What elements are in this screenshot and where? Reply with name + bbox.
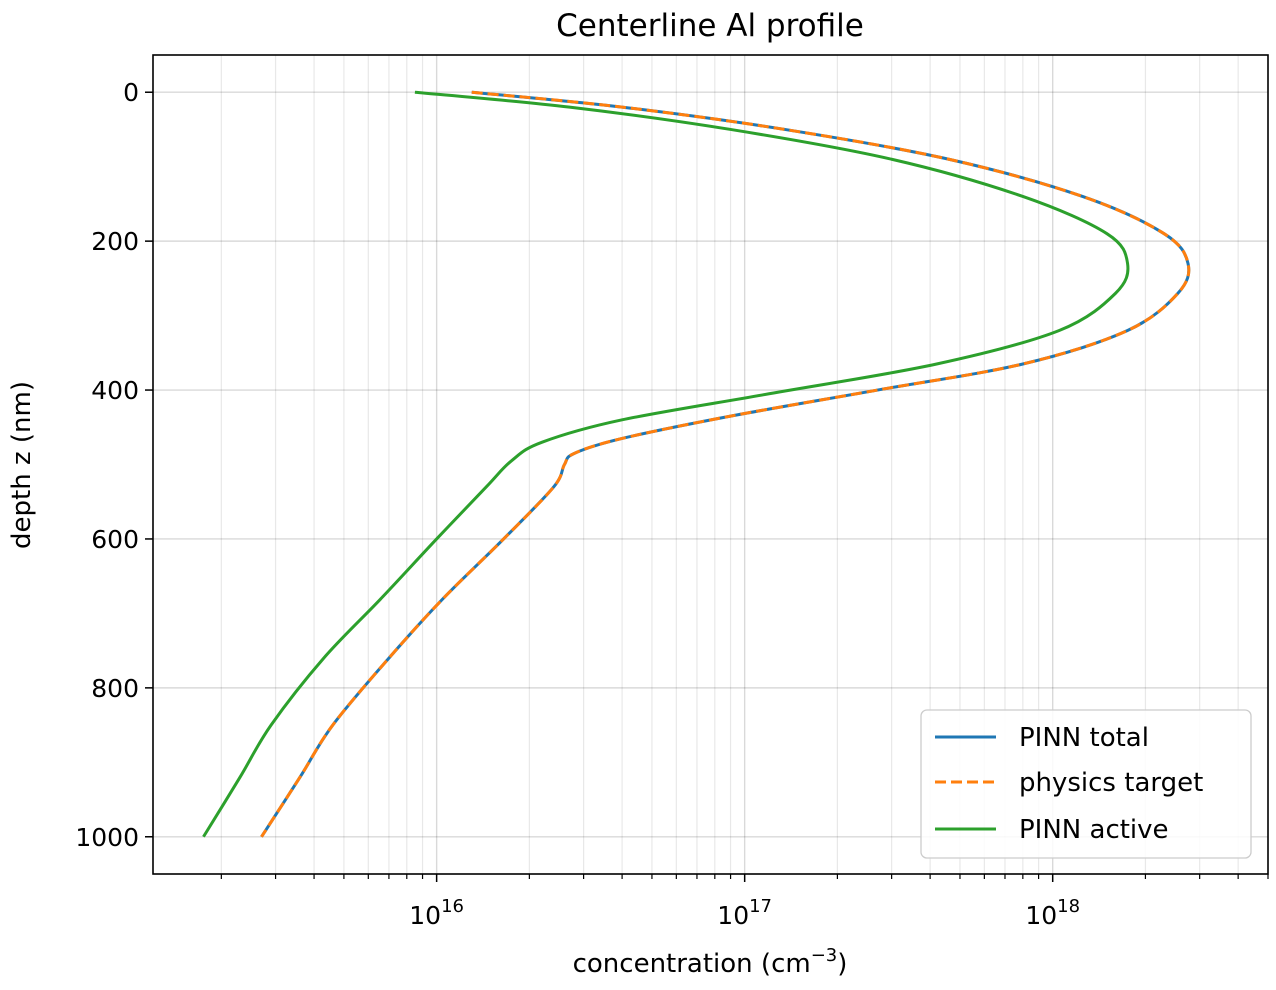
x-tick-label: 1016 xyxy=(409,896,464,930)
x-tick-label: 1018 xyxy=(1025,896,1080,930)
x-axis-label-exponent: −3 xyxy=(811,945,838,966)
plot-frame xyxy=(152,54,1269,875)
y-tick-label: 600 xyxy=(91,525,139,554)
x-tick-label: 1017 xyxy=(717,896,772,930)
y-tick-label: 1000 xyxy=(75,823,139,852)
x-axis-label-main: concentration (cm xyxy=(573,949,811,979)
legend: PINN total physics target PINN active xyxy=(920,709,1252,859)
y-tick-label: 0 xyxy=(123,78,139,107)
x-axis-label-close: ) xyxy=(837,949,847,979)
legend-box xyxy=(920,709,1252,859)
y-tick-label: 400 xyxy=(91,376,139,405)
legend-label-pinn-total: PINN total xyxy=(1019,723,1149,753)
y-tick-label: 800 xyxy=(91,674,139,703)
axis-ticks: 1016 1017 1018 0 200 400 600 800 1000 xyxy=(75,78,1269,930)
legend-label-physics-target: physics target xyxy=(1019,768,1203,798)
series-line-pinn-active xyxy=(202,90,1130,838)
chart-title: Centerline Al profile xyxy=(556,8,864,44)
legend-label-pinn-active: PINN active xyxy=(1019,815,1169,845)
series-lines xyxy=(202,90,1191,838)
y-axis-label: depth z (nm) xyxy=(7,381,37,549)
x-axis-label: concentration (cm−3) xyxy=(573,945,848,979)
series-line-physics-target xyxy=(260,90,1191,838)
y-tick-label: 200 xyxy=(91,227,139,256)
